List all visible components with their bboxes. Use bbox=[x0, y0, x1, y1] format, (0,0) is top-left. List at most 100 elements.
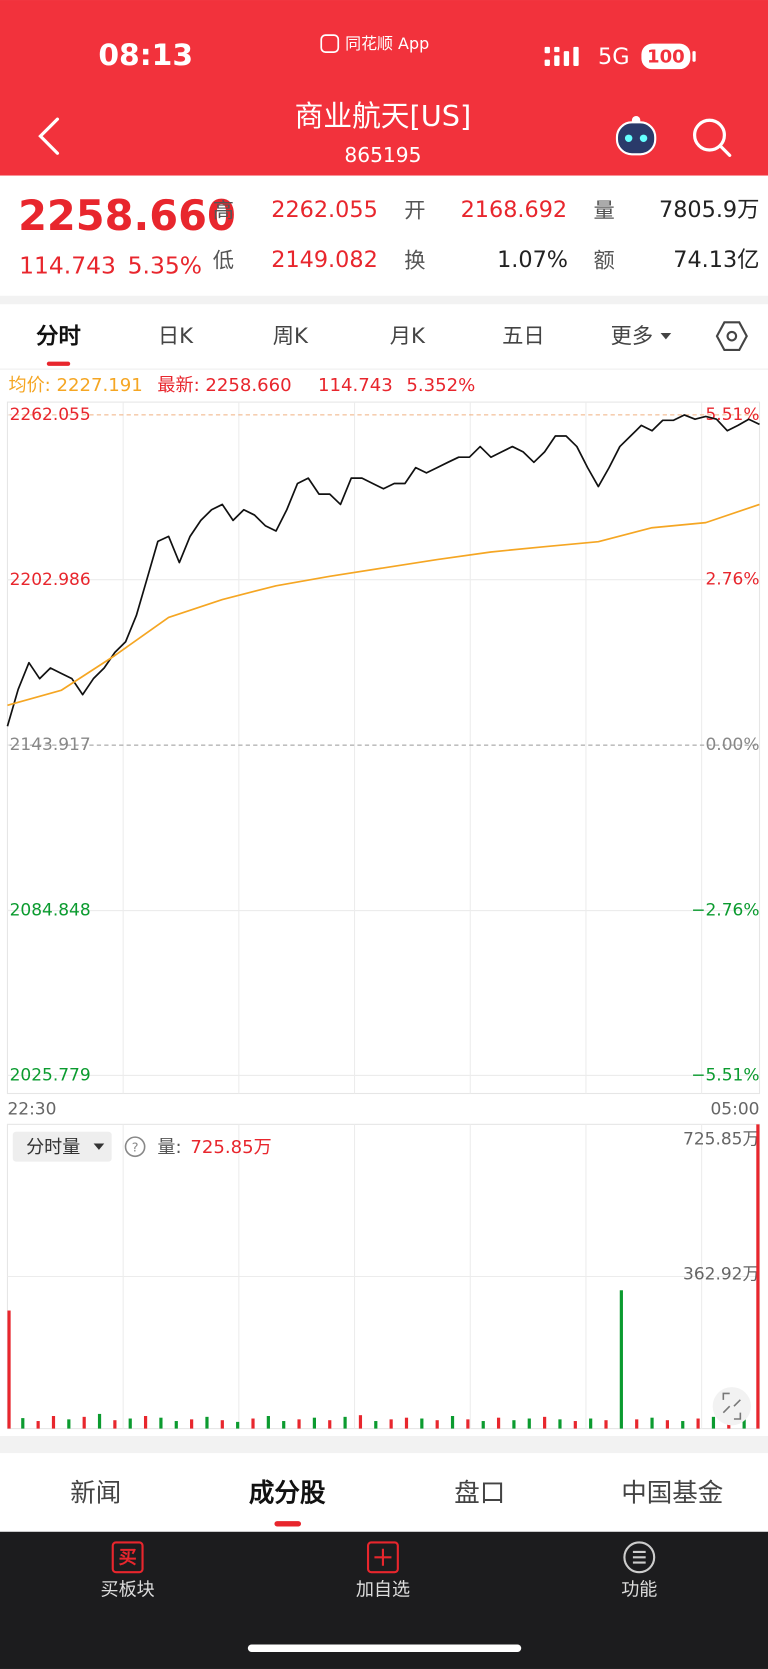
help-mark: ? bbox=[132, 1140, 139, 1155]
volume-bar bbox=[573, 1421, 577, 1429]
latest-change-pct: 5.352% bbox=[406, 375, 475, 396]
volume-bar bbox=[619, 1290, 623, 1429]
add-plus bbox=[374, 1548, 392, 1566]
x-start: 22:30 bbox=[7, 1099, 56, 1119]
stat-value: 1.07% bbox=[497, 247, 568, 273]
volume-bar bbox=[251, 1418, 255, 1429]
volume-bar bbox=[297, 1419, 301, 1429]
volume-bar bbox=[435, 1420, 439, 1429]
bottom-tab[interactable]: 新闻 bbox=[70, 1479, 121, 1509]
search-button[interactable] bbox=[693, 118, 732, 157]
stat-value: 2262.055 bbox=[271, 197, 378, 223]
y-tick-label: 2262.055 bbox=[10, 405, 91, 425]
y2-tick-label: 2.76% bbox=[705, 570, 759, 590]
volume-bar bbox=[374, 1421, 378, 1429]
home-indicator bbox=[247, 1644, 522, 1652]
volume-bar bbox=[481, 1421, 485, 1429]
tab[interactable]: 日K bbox=[158, 324, 194, 349]
add-icon[interactable] bbox=[366, 1541, 399, 1574]
volume-bar bbox=[21, 1418, 25, 1429]
stat-value: 2149.082 bbox=[271, 247, 378, 273]
volume-bar bbox=[589, 1418, 593, 1429]
volume-bar bbox=[742, 1416, 746, 1429]
volume-bar bbox=[236, 1421, 240, 1429]
help-button[interactable] bbox=[124, 1136, 146, 1158]
separator bbox=[0, 295, 768, 305]
volume-bar bbox=[220, 1420, 224, 1429]
volume-selector[interactable] bbox=[12, 1131, 112, 1162]
robot-button[interactable] bbox=[615, 115, 657, 156]
volume-bar bbox=[174, 1421, 178, 1429]
volume-bar bbox=[67, 1419, 71, 1429]
y-tick-label: 2084.848 bbox=[10, 900, 91, 920]
latest-change: 114.743 bbox=[318, 375, 393, 396]
volume-bar bbox=[404, 1417, 409, 1429]
clock: 08:13 bbox=[98, 38, 193, 73]
series-line bbox=[7, 503, 760, 707]
zoom-button[interactable] bbox=[712, 1387, 751, 1426]
tab[interactable]: 分时 bbox=[36, 324, 81, 350]
bottom-tab[interactable]: 成分股 bbox=[249, 1479, 326, 1509]
stat-label: 低 bbox=[213, 249, 234, 274]
settings-dot bbox=[726, 330, 738, 342]
zoom-icon bbox=[722, 1392, 742, 1420]
y-tick-label: 2202.986 bbox=[10, 570, 91, 590]
y-tick-label: 725.85万 bbox=[683, 1129, 759, 1149]
back-button[interactable] bbox=[38, 117, 60, 155]
series-line bbox=[6, 414, 760, 727]
volume-bar bbox=[97, 1413, 102, 1429]
stat-label: 额 bbox=[594, 249, 615, 274]
bottom-tab[interactable]: 盘口 bbox=[454, 1479, 505, 1509]
y2-tick-label: −2.76% bbox=[691, 901, 759, 921]
tab[interactable]: 五日 bbox=[502, 324, 545, 349]
x-end: 05:00 bbox=[710, 1099, 759, 1119]
tab[interactable]: 更多 bbox=[611, 324, 654, 349]
stat-value: 74.13亿 bbox=[673, 247, 759, 273]
volume-bar bbox=[143, 1416, 148, 1429]
volume-label: 量: bbox=[157, 1137, 181, 1158]
y-tick-label: 2025.779 bbox=[10, 1065, 91, 1085]
settings-button[interactable] bbox=[715, 321, 748, 352]
battery-tip bbox=[692, 51, 696, 62]
app-icon bbox=[320, 34, 340, 53]
volume-bar bbox=[266, 1416, 270, 1429]
volume-bar bbox=[128, 1418, 132, 1429]
tab[interactable]: 月K bbox=[390, 324, 426, 349]
network: 5G bbox=[598, 44, 630, 70]
tab[interactable]: 周K bbox=[273, 324, 309, 349]
volume-bar bbox=[82, 1416, 86, 1429]
volume-bar bbox=[756, 1124, 760, 1429]
plot: 5.51% 2.76% 0.00% −2.76% −5.51% 2262.055 2202.… bbox=[6, 402, 760, 1429]
battery-level: 100 bbox=[647, 46, 685, 67]
volume-bar bbox=[466, 1419, 470, 1429]
volume-bar bbox=[650, 1417, 654, 1429]
bottom-tab-indicator bbox=[274, 1521, 302, 1527]
volume-bar bbox=[7, 1310, 11, 1429]
price: 2258.660 bbox=[18, 191, 236, 240]
buy-icon[interactable] bbox=[111, 1541, 144, 1574]
battery bbox=[641, 43, 691, 70]
stat-label: 换 bbox=[404, 249, 425, 274]
toolbar-label[interactable]: 买板块 bbox=[101, 1579, 155, 1600]
code: 865195 bbox=[344, 143, 421, 167]
toolbar-label[interactable]: 加自选 bbox=[356, 1579, 410, 1600]
volume-bar bbox=[420, 1418, 424, 1429]
volume-bar bbox=[358, 1415, 363, 1429]
title: 商业航天[US] bbox=[295, 99, 472, 133]
y2-tick-label: −5.51% bbox=[691, 1065, 759, 1085]
price-frame bbox=[6, 401, 761, 1095]
volume-bar bbox=[696, 1418, 700, 1429]
dropdown-arrow bbox=[93, 1143, 105, 1150]
menu-icon[interactable] bbox=[623, 1541, 656, 1574]
volume-bar bbox=[711, 1416, 716, 1429]
toolbar-label[interactable]: 功能 bbox=[621, 1579, 657, 1600]
volume-bar bbox=[159, 1417, 163, 1429]
stat-value: 2168.692 bbox=[461, 197, 568, 223]
volume-bar bbox=[282, 1421, 286, 1429]
change-pct: 5.35% bbox=[128, 252, 202, 280]
volume-bar bbox=[190, 1419, 194, 1429]
buy-icon-text: 买 bbox=[119, 1547, 137, 1568]
volume-bar bbox=[543, 1416, 547, 1429]
bottom-tab[interactable]: 中国基金 bbox=[621, 1479, 723, 1509]
